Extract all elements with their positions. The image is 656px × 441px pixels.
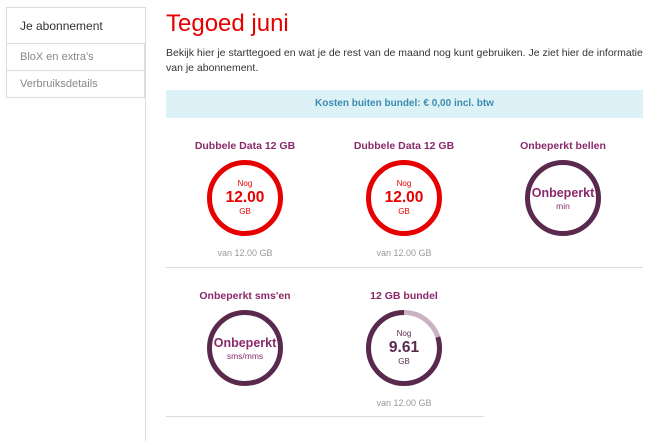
usage-gauge: Nog 12.00 GB (205, 158, 285, 238)
sidebar: Je abonnement BloX en extra's Verbruiksd… (6, 7, 145, 98)
gauge-unit: min (556, 200, 570, 211)
usage-gauge: Onbeperkt min (523, 158, 603, 238)
gauge-label-nog: Nog (237, 179, 253, 188)
gauge-ring (207, 310, 283, 386)
gauge-label-nog: Nog (396, 179, 412, 188)
card-title: Dubbele Data 12 GB (194, 140, 296, 152)
gauge-track (366, 160, 442, 236)
gauge-value: 12.00 (225, 189, 265, 206)
usage-gauge: Onbeperkt sms/mms (205, 308, 285, 388)
gauge-value: 12.00 (384, 189, 424, 206)
card-title: Onbeperkt bellen (520, 140, 606, 152)
intro-text: Bekijk hier je starttegoed en wat je de … (166, 47, 643, 74)
gauge-unit: GB (398, 207, 410, 216)
gauge-unit: GB (239, 207, 251, 216)
card-total: van 12.00 GB (217, 248, 273, 258)
sidebar-item-blox-en-extras[interactable]: BloX en extra's (6, 44, 145, 71)
gauge-value: Onbeperkt (213, 335, 277, 350)
gauge-unit: sms/mms (226, 350, 264, 361)
gauge-value: Onbeperkt (531, 185, 595, 200)
usage-gauge: Nog 12.00 GB (364, 158, 444, 238)
gauge-ring (366, 160, 442, 236)
gauge-track (525, 160, 601, 236)
gauge-fill (366, 310, 442, 386)
gauge-ring (207, 160, 283, 236)
sidebar-divider (145, 7, 146, 441)
row-divider (166, 416, 484, 417)
gauge-ring (366, 310, 442, 386)
card-total: van 12.00 GB (376, 398, 432, 408)
card-total: van 12.00 GB (376, 248, 432, 258)
gauge-unit: GB (398, 357, 410, 366)
sidebar-item-verbruiksdetails[interactable]: Verbruiksdetails (6, 71, 145, 98)
gauge-ring (525, 160, 601, 236)
costs-banner: Kosten buiten bundel: € 0,00 incl. btw (166, 90, 643, 118)
sidebar-item-je-abonnement[interactable]: Je abonnement (6, 7, 145, 44)
card-title: 12 GB bundel (370, 290, 438, 302)
gauge-track (207, 310, 283, 386)
card-title: Dubbele Data 12 GB (353, 140, 455, 152)
row-divider (166, 267, 643, 268)
page-title: Tegoed juni (166, 10, 289, 37)
usage-gauge: Nog 9.61 GB (364, 308, 444, 388)
card-title: Onbeperkt sms'en (199, 290, 291, 302)
gauge-label-nog: Nog (396, 329, 412, 338)
gauge-value: 9.61 (388, 339, 420, 356)
gauge-track (207, 160, 283, 236)
